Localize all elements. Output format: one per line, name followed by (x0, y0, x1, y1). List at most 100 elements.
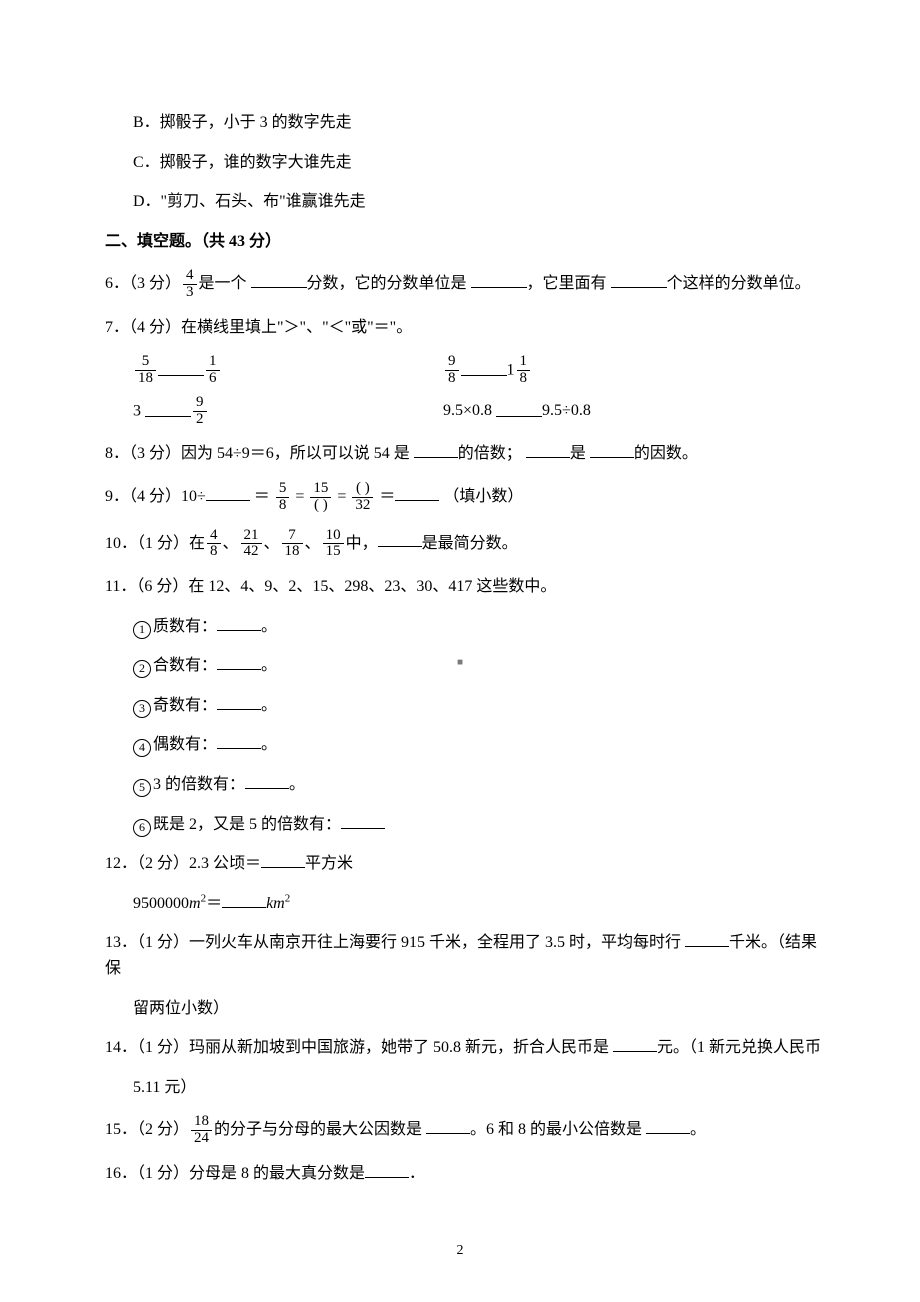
q14-a: 14．（1 分）玛丽从新加坡到中国旅游，她带了 50.8 新元，折合人民币是 (105, 1039, 609, 1056)
frac: 48 (207, 528, 221, 561)
blank (217, 732, 261, 749)
blank (646, 1117, 690, 1134)
circled-number: 2 (133, 660, 151, 678)
frac: 92 (193, 395, 207, 428)
period: 。 (261, 618, 277, 635)
q7-d-right: 9.5÷0.8 (542, 402, 591, 419)
sep: 、 (223, 534, 239, 551)
q7-row2: 3 92 9.5×0.8 9.5÷0.8 (105, 395, 825, 428)
question-10: 10．（1 分）在48、2142、718、1015中，是最简分数。 (105, 528, 825, 561)
question-11-prompt: 11．（6 分）在 12、4、9、2、15、298、23、30、417 这些数中… (105, 574, 825, 600)
q16-b: ． (409, 1165, 425, 1182)
frac: 18 (517, 354, 531, 387)
q13-a: 13．（1 分）一列火车从南京开往上海要行 915 千米，全程用了 3.5 时，… (105, 934, 681, 951)
blank (341, 812, 385, 829)
blank (590, 441, 634, 458)
sep: 、 (305, 534, 321, 551)
option-d: D．"剪刀、石头、布"谁赢谁先走 (105, 189, 825, 215)
q7-row1: 51816 98 118 (105, 354, 825, 387)
frac: 718 (282, 528, 303, 561)
q7-d-left: 9.5×0.8 (443, 402, 492, 419)
q6-t2: 分数，它的分数单位是 (307, 275, 467, 292)
blank (365, 1161, 409, 1178)
question-12-line1: 12．（2 分）2.3 公顷＝平方米 (105, 851, 825, 877)
blank (222, 891, 266, 908)
q14-c: 5.11 元） (105, 1075, 825, 1101)
q11-item-4: 4偶数有：。 (105, 732, 825, 758)
option-b: B．掷骰子，小于 3 的数字先走 (105, 110, 825, 136)
question-14: 14．（1 分）玛丽从新加坡到中国旅游，她带了 50.8 新元，折合人民币是 元… (105, 1035, 825, 1100)
frac: 58 (276, 481, 290, 514)
mixed-whole: 1 (507, 362, 515, 379)
blank (611, 271, 667, 288)
eq: = (295, 488, 304, 505)
q9-tail: （填小数） (443, 488, 523, 505)
page: B．掷骰子，小于 3 的数字先走 C．掷骰子，谁的数字大谁先走 D．"剪刀、石头… (0, 0, 920, 1302)
section-2-title: 二、填空题。（共 43 分） (105, 229, 825, 255)
q7-a: 51816 (105, 354, 443, 387)
period: 。 (289, 776, 305, 793)
eq: ＝ (379, 488, 395, 505)
circled-number: 6 (133, 819, 151, 837)
label: 3 的倍数有： (153, 776, 245, 793)
q6-fraction: 43 (183, 268, 197, 301)
sep: 、 (264, 534, 280, 551)
blank (251, 271, 307, 288)
q11-item-1: 1质数有： 。 (105, 614, 825, 640)
q16-a: 16．（1 分）分母是 8 的最大真分数是 (105, 1165, 365, 1182)
frac: ( )32 (352, 481, 373, 514)
frac: 1015 (323, 528, 344, 561)
q15-a: 15．（2 分） (105, 1121, 189, 1138)
q14-b: 元。（1 新元兑换人民币 (657, 1039, 821, 1056)
q6-prefix: 6．（3 分） (105, 275, 181, 292)
frac: 98 (445, 354, 459, 387)
page-number: 2 (0, 1240, 920, 1262)
eq: = (337, 488, 346, 505)
center-mark-icon: ■ (457, 655, 463, 671)
q11-item-5: 53 的倍数有： 。 (105, 772, 825, 798)
period: 。 (261, 697, 277, 714)
blank (613, 1035, 657, 1052)
q10-tail: 是最简分数。 (422, 534, 518, 551)
circled-number: 1 (133, 621, 151, 639)
eq: ＝ (206, 895, 222, 912)
q12-b: 平方米 (305, 855, 353, 872)
eq: ＝ (254, 488, 270, 505)
label: 奇数有： (153, 697, 217, 714)
blank (471, 271, 527, 288)
question-7-prompt: 7．（4 分）在横线里填上"＞"、"＜"或"＝"。 (105, 315, 825, 341)
circled-number: 3 (133, 700, 151, 718)
blank (378, 530, 422, 547)
label: 质数有： (153, 618, 217, 635)
q11-item-2: 2合数有：。 (105, 653, 825, 679)
q13-c: 留两位小数） (105, 996, 825, 1022)
blank (217, 614, 261, 631)
q15-d: 。 (690, 1121, 706, 1138)
q10-prefix: 10．（1 分）在 (105, 534, 205, 551)
label: 合数有： (153, 657, 217, 674)
q12-l2a: 9500000 (133, 895, 189, 912)
blank (414, 441, 458, 458)
question-8: 8．（3 分）因为 54÷9＝6，所以可以说 54 是 的倍数； 是 的因数。 (105, 441, 825, 467)
blank (496, 402, 542, 417)
question-6: 6．（3 分）43是一个 分数，它的分数单位是 ，它里面有 个这样的分数单位。 (105, 268, 825, 301)
q7-d: 9.5×0.8 9.5÷0.8 (443, 398, 825, 424)
q8-t3: 的因数。 (634, 445, 698, 462)
q6-t3: ，它里面有 (527, 275, 607, 292)
frac: 518 (135, 354, 156, 387)
blank (145, 402, 191, 417)
q6-t4: 个这样的分数单位。 (667, 275, 811, 292)
q9-prefix: 9．（4 分）10÷ (105, 488, 206, 505)
circled-number: 5 (133, 779, 151, 797)
blank (217, 693, 261, 710)
q15-b: 的分子与分母的最大公因数是 (214, 1121, 422, 1138)
blank (261, 851, 305, 868)
circled-number: 4 (133, 739, 151, 757)
unit-km: km (266, 895, 285, 912)
frac: 2142 (241, 528, 262, 561)
period: 。 (261, 736, 277, 753)
question-15: 15．（2 分）1824的分子与分母的最大公因数是 。6 和 8 的最小公倍数是… (105, 1114, 825, 1147)
blank (461, 361, 507, 376)
blank (245, 772, 289, 789)
label: 既是 2，又是 5 的倍数有： (153, 816, 341, 833)
